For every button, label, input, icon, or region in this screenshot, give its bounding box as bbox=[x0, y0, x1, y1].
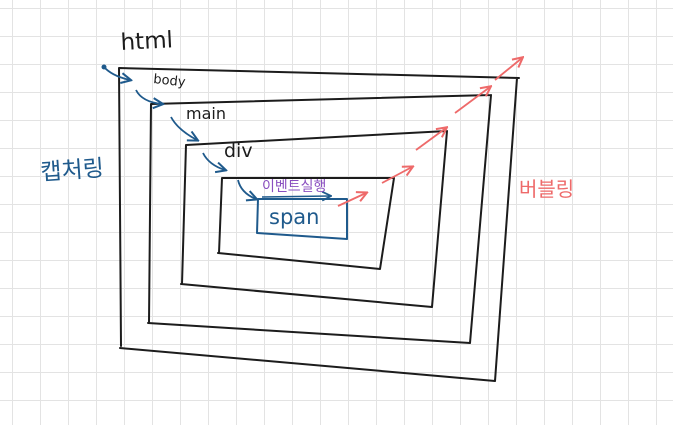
bubble-arrow-div-main bbox=[381, 167, 412, 184]
label-bubbling: 버블링 bbox=[519, 177, 574, 201]
capture-arrow-inner-span bbox=[237, 179, 256, 199]
label-div: div bbox=[224, 140, 253, 162]
label-span: span bbox=[269, 205, 319, 229]
html-box bbox=[118, 67, 520, 382]
label-event: 이벤트실행 bbox=[262, 179, 326, 195]
label-main: main bbox=[186, 104, 226, 123]
bubble-arrow-span-div bbox=[337, 193, 366, 207]
main-box bbox=[180, 130, 448, 308]
span-box bbox=[256, 198, 348, 240]
capture-arrow-body-main bbox=[135, 89, 162, 104]
body-box bbox=[147, 94, 492, 344]
capture-arrow-div-inner bbox=[202, 152, 225, 170]
capture-arrow-span-line bbox=[261, 196, 330, 197]
label-body: body bbox=[153, 72, 187, 90]
bubble-arrow-html-out bbox=[494, 58, 522, 81]
label-html: html bbox=[120, 27, 174, 56]
bubble-arrow-main-body bbox=[415, 128, 446, 151]
bubble-arrow-body-html bbox=[454, 87, 490, 114]
capture-arrow-html-body bbox=[103, 66, 130, 80]
capture-arrow-main-div bbox=[170, 116, 197, 140]
div-box bbox=[217, 177, 395, 270]
label-capturing: 캡처링 bbox=[40, 156, 105, 186]
